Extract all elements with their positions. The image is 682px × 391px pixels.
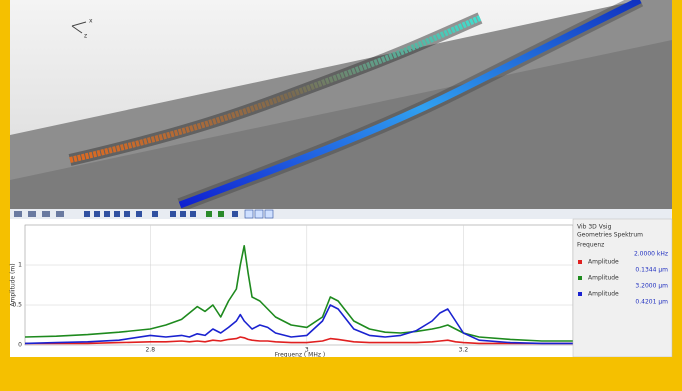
tool-button[interactable] (114, 211, 120, 217)
tool-button[interactable] (104, 211, 110, 217)
tool-button[interactable] (56, 211, 64, 217)
series-line (25, 336, 573, 345)
axis-x (71, 21, 87, 27)
frequency-label: Frequenz (577, 242, 604, 249)
x-tick-label: 3 (305, 347, 309, 354)
view-3d: x z (10, 0, 672, 212)
legend-label: Amplitude (588, 275, 619, 282)
axis-label: z (84, 33, 87, 40)
tool-button[interactable] (136, 211, 142, 217)
tool-button[interactable] (244, 209, 254, 219)
tool-button[interactable] (254, 209, 264, 219)
axis-z (71, 25, 83, 34)
toolbar-bg (10, 209, 672, 219)
chart: Amplitude (m) Frequenz ( MHz ) 0 0.5 1 2.8 3… (10, 219, 574, 359)
legend-reading: 3.2000 μm (635, 283, 668, 290)
frequency-value: 2.0000 kHz (634, 251, 668, 258)
series-line (24, 245, 573, 342)
legend-swatch (578, 292, 582, 296)
side-panel: Vib 3D Vsig Geometries Spektrum Frequenz… (572, 218, 673, 358)
panel-subtitle: Geometries Spektrum (577, 232, 643, 239)
y-tick-label: 0 (18, 342, 22, 349)
frame-bottom (10, 357, 672, 391)
legend-swatch (578, 260, 582, 264)
series-line (24, 304, 573, 345)
tool-button[interactable] (152, 211, 158, 217)
axis-label: x (89, 18, 93, 25)
tool-button[interactable] (170, 211, 176, 217)
tool-button[interactable] (232, 211, 238, 217)
tool-button[interactable] (180, 211, 186, 217)
beam-b (178, 0, 642, 209)
panel-bg (572, 218, 673, 358)
y-axis-title: Amplitude (m) (10, 263, 17, 306)
beam-a (69, 15, 482, 163)
plane-shade (10, 40, 672, 209)
y-tick-label: 1 (18, 262, 22, 269)
legend-label: Amplitude (588, 291, 619, 298)
x-tick-label: 3.2 (459, 347, 469, 354)
tool-button[interactable] (28, 211, 36, 217)
tool-button[interactable] (206, 211, 212, 217)
legend-label: Amplitude (588, 259, 619, 266)
tool-button[interactable] (14, 211, 22, 217)
tool-button[interactable] (94, 211, 100, 217)
tool-button[interactable] (42, 211, 50, 217)
tool-button[interactable] (84, 211, 90, 217)
axis-triad: x z (71, 18, 93, 40)
tool-button[interactable] (264, 209, 274, 219)
legend-swatch (578, 276, 582, 280)
toolbar (10, 209, 672, 219)
y-tick-label: 0.5 (12, 302, 22, 309)
legend-reading: 0.1344 μm (635, 267, 668, 274)
legend-reading: 0.4201 μm (635, 299, 668, 306)
x-tick-label: 2.8 (145, 347, 155, 354)
tool-button[interactable] (124, 211, 130, 217)
tool-button[interactable] (218, 211, 224, 217)
x-axis-title: Frequenz ( MHz ) (275, 352, 326, 359)
tool-button[interactable] (190, 211, 196, 217)
panel-title: Vib 3D Vsig (577, 224, 612, 231)
plot-area (24, 224, 574, 346)
